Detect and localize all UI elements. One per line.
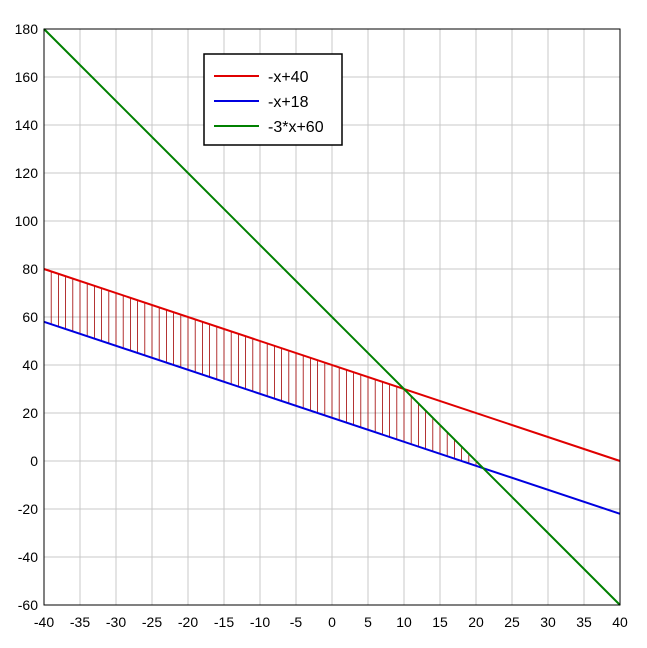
x-tick-label: 5 [364,614,372,630]
x-tick-label: -35 [70,614,90,630]
x-tick-label: 40 [612,614,628,630]
x-tick-label: -5 [290,614,303,630]
legend-label: -x+18 [268,94,309,111]
x-tick-label: -40 [34,614,54,630]
x-tick-label: -30 [106,614,126,630]
legend-label: -3*x+60 [268,119,324,136]
y-tick-label: 140 [15,117,39,133]
y-tick-label: 60 [22,309,38,325]
y-tick-label: 0 [30,453,38,469]
y-tick-label: 80 [22,261,38,277]
x-tick-label: 15 [432,614,448,630]
x-tick-label: 10 [396,614,412,630]
x-tick-label: -20 [178,614,198,630]
legend-box [203,53,343,146]
series-line-1 [43,268,621,462]
x-tick-label: 30 [540,614,556,630]
x-tick-label: -10 [250,614,270,630]
series-line-3 [43,28,621,606]
y-tick-label: -60 [18,597,38,613]
y-tick-label: 180 [15,21,39,37]
x-tick-label: 35 [576,614,592,630]
y-tick-label: 20 [22,405,38,421]
y-tick-label: -40 [18,549,38,565]
legend-label: -x+40 [268,69,309,86]
plot-frame [43,28,621,606]
x-tick-label: 0 [328,614,336,630]
y-tick-label: 120 [15,165,39,181]
y-tick-label: 40 [22,357,38,373]
x-tick-label: -15 [214,614,234,630]
y-tick-label: 160 [15,69,39,85]
y-tick-label: -20 [18,501,38,517]
y-tick-label: 100 [15,213,39,229]
x-tick-label: 20 [468,614,484,630]
series-line-2 [43,320,621,515]
x-tick-label: -25 [142,614,162,630]
x-tick-label: 25 [504,614,520,630]
